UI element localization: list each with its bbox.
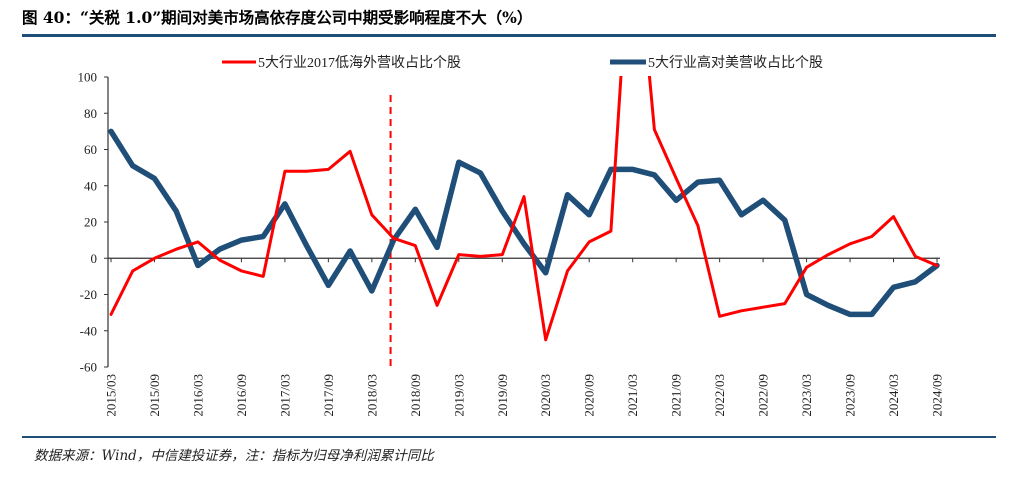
x-tick-label: 2022/09 (756, 374, 771, 417)
x-tick-label: 2017/03 (277, 374, 292, 417)
y-tick-label: 40 (84, 178, 97, 193)
x-tick-label: 2024/09 (930, 374, 945, 417)
series-line-blue (108, 128, 940, 318)
x-tick-label: 2020/03 (538, 374, 553, 417)
y-tick-label: 20 (84, 215, 97, 230)
legend-label-blue: 5大行业高对美营收占比个股 (648, 54, 823, 71)
y-tick-label: 60 (84, 142, 97, 157)
footer-rule (22, 436, 996, 438)
x-tick-label: 2020/09 (582, 374, 597, 417)
x-tick-label: 2024/03 (886, 374, 901, 417)
title-rule (22, 34, 996, 37)
x-tick-label: 2019/03 (451, 374, 466, 417)
x-tick-label: 2022/03 (712, 374, 727, 417)
x-tick-label: 2017/09 (321, 374, 336, 417)
axes: 100 80 60 40 20 0 -20 -40 -60 2015/03 2015/09 2016/… (78, 70, 945, 417)
x-tick-label: 2019/09 (495, 374, 510, 417)
x-tick-label: 2015/09 (147, 374, 162, 417)
x-tick-label: 2023/03 (799, 374, 814, 417)
legend: 5大行业2017低海外营收占比个股 5大行业高对美营收占比个股 (222, 54, 823, 71)
y-tick-label: -60 (80, 360, 97, 375)
source-note: 数据来源：Wind，中信建投证券，注：指标为归母净利润累计同比 (34, 448, 434, 464)
x-tick-label: 2016/03 (190, 374, 205, 417)
y-tick-label: -40 (80, 323, 97, 338)
y-tick-label: 0 (91, 251, 98, 266)
y-tick-label: 80 (84, 106, 97, 121)
y-tick-label: 100 (78, 70, 98, 85)
y-tick-label: -20 (80, 287, 97, 302)
x-tick-label: 2018/03 (364, 374, 379, 417)
x-tick-label: 2015/03 (104, 374, 119, 417)
x-tick-label: 2021/03 (625, 374, 640, 417)
x-tick-label: 2021/09 (669, 374, 684, 417)
x-tick-label: 2023/09 (843, 374, 858, 417)
x-tick-label: 2016/09 (234, 374, 249, 417)
x-tick-label: 2018/09 (408, 374, 423, 417)
legend-label-red: 5大行业2017低海外营收占比个股 (258, 55, 461, 71)
chart-title: 图 40：“关税 1.0”期间对美市场高依存度公司中期受影响程度不大（%） (22, 8, 533, 27)
series-line-red (109, 76, 939, 342)
series-lines (108, 76, 940, 342)
